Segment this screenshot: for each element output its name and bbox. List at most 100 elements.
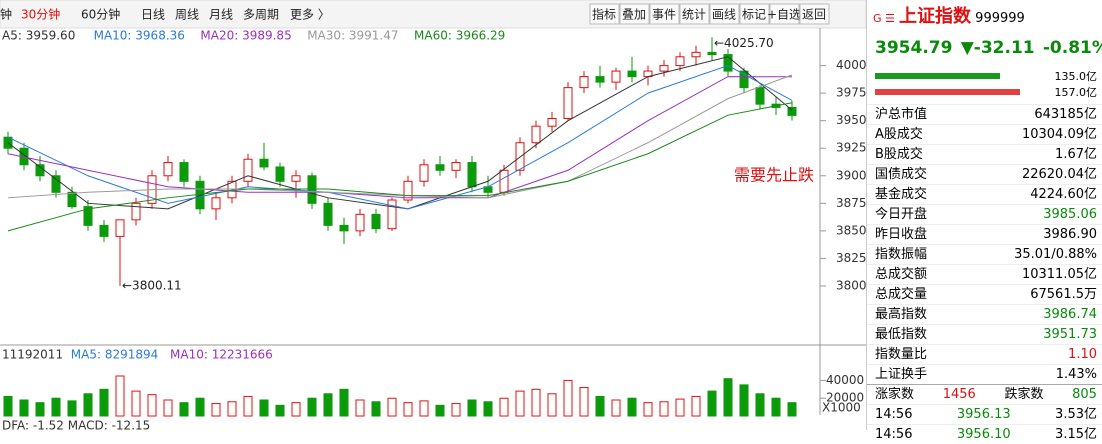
stat-row: 基金成交 4224.60亿: [867, 184, 1102, 204]
volume-bar: [483, 401, 493, 417]
y-tick-label: 3850: [836, 223, 866, 237]
ma-line: [7, 102, 793, 232]
candle-body: [291, 175, 301, 182]
volume-bar: [339, 388, 349, 417]
volume-bar: [227, 401, 237, 417]
ma-legend: MA60: 3966.29: [414, 29, 505, 43]
text: 4224.60亿: [1030, 187, 1097, 202]
candle-body: [243, 158, 253, 182]
ma-line: [7, 76, 793, 199]
tool-label[interactable]: 返回: [802, 8, 826, 22]
candle-body: [675, 56, 685, 67]
candle-body: [739, 70, 749, 89]
candle-body: [99, 224, 109, 237]
tool-button[interactable]: [709, 3, 740, 25]
volume-bar: [147, 394, 157, 417]
text: 1.67亿: [1055, 147, 1097, 162]
tool-label[interactable]: 画线: [712, 8, 736, 22]
candle-body: [691, 51, 701, 58]
indicator-legend: DFA: -1.52 MACD: -12.15: [2, 419, 150, 431]
volume-bar: [563, 379, 573, 417]
volume-bar: [787, 402, 797, 417]
tool-label[interactable]: 统计: [682, 8, 706, 22]
tool-button[interactable]: [799, 3, 830, 25]
tick-row: 14:56 3956.13 3.53亿: [867, 404, 1102, 424]
text: 沪总市值: [875, 107, 928, 122]
tool-button[interactable]: [739, 3, 770, 25]
volume-bar: [739, 384, 749, 417]
volume-bar: [83, 393, 93, 417]
candle-body: [67, 191, 77, 208]
period-tab[interactable]: 60分钟: [81, 7, 120, 22]
text: 3986.90: [1043, 227, 1097, 242]
tool-button[interactable]: [769, 3, 800, 25]
text: G ☰: [873, 12, 895, 25]
volume-bar: [771, 397, 781, 417]
volume-bar: [403, 402, 413, 417]
text: 3951.73: [1043, 327, 1097, 342]
y-tick-label: 4000: [836, 58, 866, 72]
volume-bar: [275, 404, 285, 417]
tool-button[interactable]: [589, 3, 620, 25]
text: B股成交: [875, 147, 923, 162]
volume-tick-label: 40000: [826, 373, 864, 387]
tool-button[interactable]: [619, 3, 650, 25]
text: 643185亿: [1034, 107, 1097, 122]
volume-bar: [243, 395, 253, 417]
candle-body: [547, 117, 557, 127]
volume-tick-label: 20000: [826, 391, 864, 405]
stat-row: 上证换手 1.43%: [867, 364, 1102, 384]
period-tab[interactable]: 多周期: [243, 8, 279, 22]
period-tab[interactable]: 日线: [141, 8, 165, 22]
volume-bar: [579, 387, 589, 417]
candle-body: [355, 213, 365, 232]
text: -0.81%: [1042, 38, 1102, 58]
volume-bar: [307, 397, 317, 417]
volume-bar: [547, 393, 557, 417]
volume-bar: [67, 400, 77, 417]
tool-button[interactable]: [679, 3, 710, 25]
volume-bar: [451, 403, 461, 417]
volume-bar: [115, 375, 125, 417]
candle-body: [611, 70, 621, 83]
stat-row: 昨日收盘 3986.90: [867, 224, 1102, 244]
period-tab[interactable]: 月线: [209, 8, 233, 22]
tool-label[interactable]: 事件: [652, 8, 676, 22]
candle-body: [163, 162, 173, 177]
breadth-row: 涨家数 1456 跌家数 805: [867, 384, 1102, 404]
y-tick-label: 3900: [836, 168, 866, 182]
volume-legend: 11192011: [2, 348, 63, 362]
y-tick-label: 3825: [836, 251, 866, 265]
price-row: 3954.79 ▼-32.11 -0.81%: [867, 34, 1102, 62]
candle-body: [211, 197, 221, 210]
period-tab[interactable]: 周线: [175, 8, 199, 22]
volume-bar: [723, 378, 733, 417]
text: A股成交: [875, 127, 923, 142]
tool-label[interactable]: 叠加: [622, 8, 646, 22]
volume-bar: [355, 399, 365, 417]
y-tick-label: 3875: [836, 196, 866, 210]
period-tab[interactable]: 30分钟: [21, 7, 60, 22]
tool-label[interactable]: 标记: [742, 8, 766, 22]
volume-bar: [499, 397, 509, 417]
text: 昨日收盘: [875, 227, 928, 242]
candle-body: [707, 51, 717, 56]
volume-bar: [163, 399, 173, 417]
text: 805: [1072, 387, 1097, 402]
period-tab[interactable]: 更多 〉: [290, 8, 330, 22]
tool-label[interactable]: 指标: [592, 7, 616, 22]
candle-body: [467, 162, 477, 188]
tool-button[interactable]: [649, 3, 680, 25]
stat-row: 指数量比 1.10: [867, 344, 1102, 364]
stat-row: 沪总市值 643185亿: [867, 104, 1102, 124]
stat-row: 今日开盘 3985.06: [867, 204, 1102, 224]
text: 14:56: [875, 407, 913, 422]
text: 999999: [975, 11, 1025, 26]
y-tick-label: 3950: [836, 113, 866, 127]
tool-label[interactable]: +自选: [767, 8, 801, 22]
y-tick-label: 3925: [836, 141, 866, 155]
candle-body: [595, 76, 605, 83]
period-tab[interactable]: 钟: [0, 7, 12, 22]
candle-body: [723, 54, 733, 72]
